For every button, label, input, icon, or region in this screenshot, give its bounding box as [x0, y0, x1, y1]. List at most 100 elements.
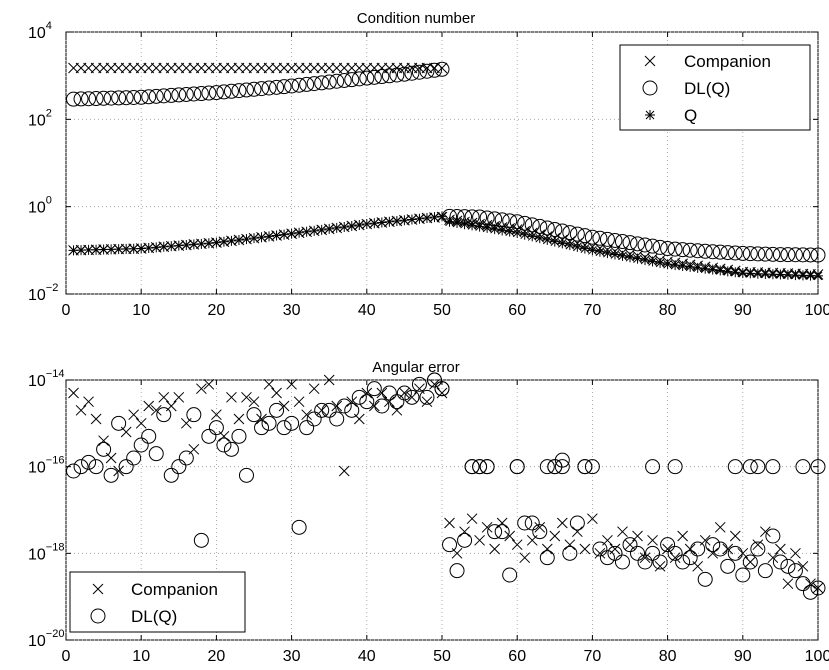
dlq-marker	[780, 558, 796, 574]
dlq-marker	[742, 246, 758, 262]
x-tick-labels: 0 10 20 30 40 50 60 70 80 90 100	[62, 302, 829, 319]
companion-marker	[353, 62, 365, 74]
dlq-marker	[389, 394, 405, 410]
companion-marker	[368, 400, 380, 412]
dlq-marker	[434, 381, 450, 397]
dlq-marker	[517, 215, 533, 231]
q-marker	[640, 255, 651, 266]
dlq-marker	[404, 65, 420, 81]
dlq-marker	[81, 91, 97, 107]
dlq-marker	[727, 245, 743, 261]
companion-marker	[293, 396, 305, 408]
companion-marker	[271, 62, 282, 74]
q-marker	[527, 231, 538, 242]
dlq-marker	[584, 459, 600, 475]
q-marker	[301, 226, 312, 237]
dlq-marker	[532, 524, 548, 540]
companion-marker	[113, 465, 124, 477]
dlq-marker	[66, 463, 82, 479]
dlq-marker	[299, 76, 315, 92]
companion-marker	[684, 543, 696, 555]
q-marker	[444, 216, 455, 227]
companion-marker	[722, 543, 734, 555]
companion-marker	[534, 521, 546, 533]
dlq-marker	[163, 87, 179, 103]
q-marker	[655, 257, 666, 268]
dlq-marker	[254, 420, 270, 436]
q-marker	[76, 245, 87, 256]
q-marker	[752, 268, 763, 279]
q-marker	[429, 212, 440, 223]
dlq-marker	[810, 247, 826, 263]
dlq-marker	[111, 415, 127, 431]
dlq-marker	[787, 563, 803, 579]
companion-marker	[391, 404, 403, 416]
dlq-marker	[645, 545, 661, 561]
q-marker	[730, 267, 741, 278]
q-marker	[534, 233, 545, 244]
companion-marker	[263, 378, 275, 390]
q-marker	[722, 266, 733, 277]
dlq-marker	[562, 225, 578, 241]
y-tick-label: 10−18	[28, 541, 64, 563]
dlq-marker	[509, 214, 525, 230]
companion-marker	[158, 62, 170, 74]
companion-marker	[165, 62, 177, 74]
companion-marker	[760, 526, 771, 538]
dlq-marker	[720, 245, 736, 261]
dlq-marker	[171, 459, 187, 475]
dlq-marker	[705, 537, 721, 553]
companion-marker	[323, 374, 335, 386]
dlq-marker	[88, 91, 104, 107]
dlq-marker	[336, 398, 352, 414]
companion-marker	[805, 578, 816, 590]
q-marker	[805, 270, 816, 281]
dlq-marker	[487, 524, 503, 540]
companion-marker	[564, 539, 576, 551]
dlq-marker	[306, 411, 322, 427]
dlq-marker	[757, 563, 773, 579]
companion-marker	[752, 539, 764, 551]
companion-marker	[459, 526, 470, 538]
dlq-marker	[637, 554, 653, 570]
q-marker	[106, 244, 117, 255]
companion-marker	[346, 396, 358, 408]
dlq-marker	[88, 459, 104, 475]
companion-marker	[278, 400, 290, 412]
companion-marker	[406, 391, 418, 403]
companion-marker	[90, 62, 102, 74]
companion-marker	[135, 62, 147, 74]
x-tick-label: 40	[358, 302, 376, 319]
companion-marker	[481, 521, 493, 533]
q-marker	[241, 234, 252, 245]
x-tick-label: 50	[433, 302, 451, 319]
q-marker	[316, 224, 327, 235]
companion-marker	[594, 547, 606, 559]
companion-marker	[707, 547, 719, 559]
q-marker	[83, 244, 94, 255]
q-marker	[700, 263, 711, 274]
companion-marker	[286, 378, 297, 390]
q-marker	[504, 226, 515, 237]
dlq-marker	[186, 407, 202, 423]
dlq-marker	[645, 238, 661, 254]
companion-marker	[376, 387, 388, 399]
x-tick-label: 70	[584, 648, 602, 665]
q-marker	[151, 242, 162, 253]
companion-marker	[301, 409, 312, 421]
companion-marker	[647, 534, 658, 546]
dlq-marker	[614, 554, 630, 570]
chart-title: Angular error	[372, 359, 460, 376]
q-marker	[173, 240, 184, 251]
dlq-marker	[630, 545, 646, 561]
dlq-marker	[366, 381, 382, 397]
companion-marker	[158, 391, 170, 403]
dlq-marker	[261, 415, 277, 431]
companion-marker	[218, 62, 230, 74]
dlq-marker	[81, 454, 97, 470]
dlq-marker	[359, 70, 375, 86]
x-tick-label: 100	[805, 302, 829, 319]
dlq-marker	[111, 90, 127, 106]
q-marker	[790, 270, 801, 281]
companion-marker	[384, 396, 395, 408]
